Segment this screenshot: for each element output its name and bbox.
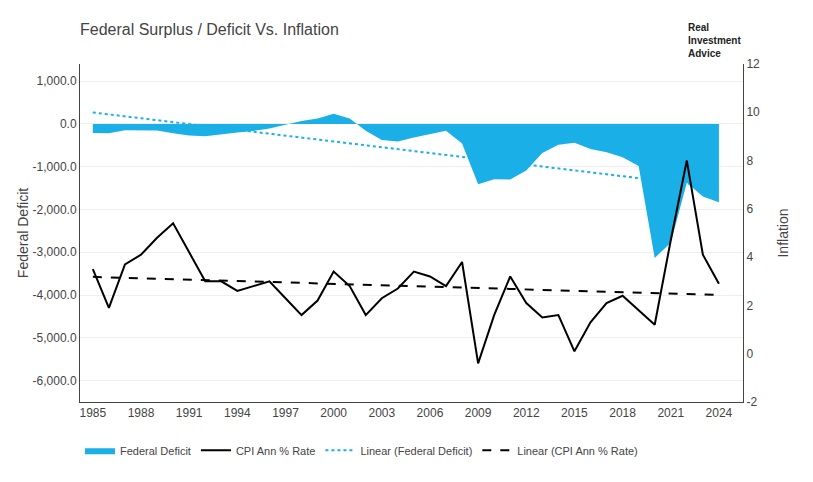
svg-text:2015: 2015	[561, 406, 588, 420]
svg-text:Linear (CPI Ann % Rate): Linear (CPI Ann % Rate)	[517, 445, 637, 457]
svg-text:1997: 1997	[272, 406, 299, 420]
svg-text:-2,000.0: -2,000.0	[33, 203, 77, 217]
svg-text:2: 2	[746, 299, 753, 313]
svg-text:2012: 2012	[513, 406, 540, 420]
svg-text:-1,000.0: -1,000.0	[33, 160, 77, 174]
svg-text:4: 4	[746, 250, 753, 264]
svg-text:1991: 1991	[176, 406, 203, 420]
svg-text:-6,000.0: -6,000.0	[33, 374, 77, 388]
svg-text:2024: 2024	[706, 406, 733, 420]
svg-text:0.0: 0.0	[60, 117, 77, 131]
svg-text:2018: 2018	[609, 406, 636, 420]
svg-text:8: 8	[746, 154, 753, 168]
svg-text:Federal Deficit: Federal Deficit	[15, 188, 31, 278]
svg-text:1994: 1994	[224, 406, 251, 420]
svg-text:Linear (Federal Deficit): Linear (Federal Deficit)	[360, 445, 472, 457]
svg-text:2000: 2000	[320, 406, 347, 420]
svg-text:2006: 2006	[417, 406, 444, 420]
svg-text:-2: -2	[746, 395, 757, 409]
svg-text:2021: 2021	[657, 406, 684, 420]
svg-text:Inflation: Inflation	[775, 208, 791, 257]
svg-text:-5,000.0: -5,000.0	[33, 331, 77, 345]
svg-text:12: 12	[746, 57, 760, 71]
svg-text:10: 10	[746, 105, 760, 119]
svg-text:1,000.0: 1,000.0	[37, 74, 77, 88]
svg-text:-4,000.0: -4,000.0	[33, 288, 77, 302]
svg-text:RealInvestmentAdvice: RealInvestmentAdvice	[688, 22, 741, 59]
svg-text:1985: 1985	[79, 406, 106, 420]
svg-text:1988: 1988	[128, 406, 155, 420]
svg-text:CPI Ann % Rate: CPI Ann % Rate	[236, 445, 316, 457]
svg-text:6: 6	[746, 202, 753, 216]
svg-text:2003: 2003	[368, 406, 395, 420]
svg-text:-3,000.0: -3,000.0	[33, 245, 77, 259]
svg-text:2009: 2009	[465, 406, 492, 420]
svg-text:0: 0	[746, 347, 753, 361]
svg-text:Federal Deficit: Federal Deficit	[120, 445, 191, 457]
svg-text:Federal Surplus / Deficit Vs.: Federal Surplus / Deficit Vs. Inflation	[80, 21, 339, 38]
